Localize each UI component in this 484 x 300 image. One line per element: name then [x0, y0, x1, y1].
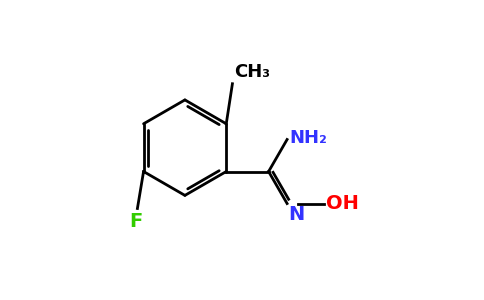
Text: OH: OH: [326, 194, 359, 213]
Text: NH₂: NH₂: [289, 129, 327, 147]
Text: N: N: [288, 205, 304, 224]
Text: F: F: [129, 212, 142, 231]
Text: CH₃: CH₃: [234, 63, 270, 81]
